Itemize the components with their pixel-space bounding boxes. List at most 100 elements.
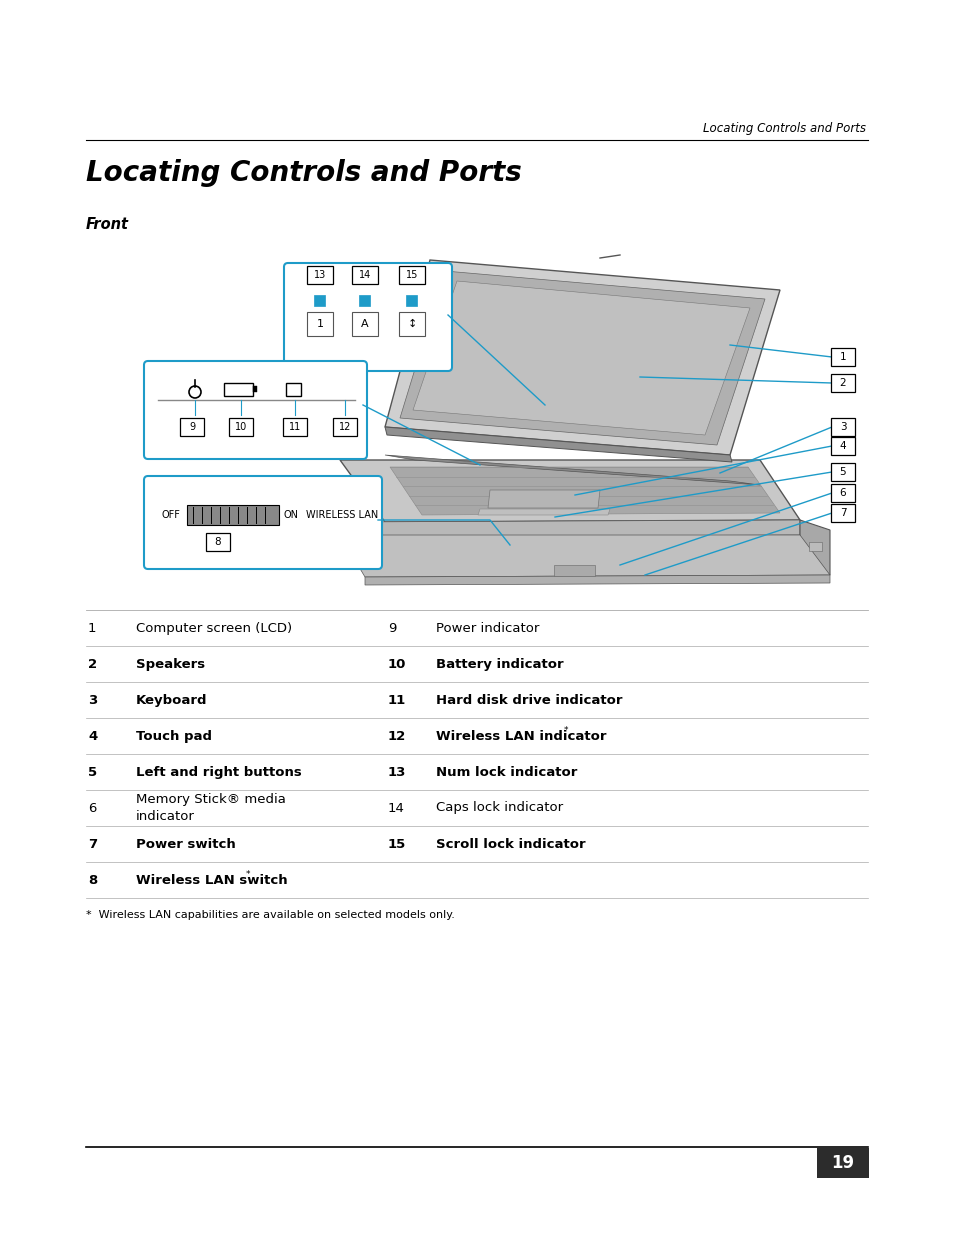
Text: indicator: indicator [136,810,194,824]
Text: OFF: OFF [162,510,181,520]
Text: 3: 3 [88,694,97,706]
Text: Wireless LAN switch: Wireless LAN switch [136,873,287,887]
Text: Wireless LAN indicator: Wireless LAN indicator [436,730,606,742]
Text: Locating Controls and Ports: Locating Controls and Ports [702,122,865,135]
Text: 11: 11 [289,422,301,432]
FancyBboxPatch shape [830,463,854,480]
FancyBboxPatch shape [816,1149,868,1178]
Text: 13: 13 [388,766,406,778]
Text: ON: ON [284,510,298,520]
Text: ↕: ↕ [407,319,416,329]
Text: 5: 5 [839,467,845,477]
Text: Scroll lock indicator: Scroll lock indicator [436,837,585,851]
Text: 9: 9 [388,621,395,635]
FancyBboxPatch shape [830,504,854,522]
Text: Num lock indicator: Num lock indicator [436,766,577,778]
Text: Left and right buttons: Left and right buttons [136,766,301,778]
Text: 6: 6 [88,802,96,815]
Polygon shape [339,459,800,522]
FancyBboxPatch shape [284,263,452,370]
FancyBboxPatch shape [314,294,325,305]
Text: 10: 10 [388,657,406,671]
FancyBboxPatch shape [253,387,256,391]
Text: Caps lock indicator: Caps lock indicator [436,802,562,815]
FancyBboxPatch shape [144,475,381,569]
Text: 2: 2 [839,378,845,388]
Text: *: * [246,869,251,878]
FancyBboxPatch shape [830,348,854,366]
Text: 10: 10 [234,422,247,432]
Text: 1: 1 [88,621,96,635]
Text: 13: 13 [314,270,326,280]
FancyBboxPatch shape [307,312,333,336]
FancyBboxPatch shape [352,266,377,284]
FancyBboxPatch shape [333,417,356,436]
Text: 6: 6 [839,488,845,498]
Polygon shape [365,576,829,585]
Text: 1: 1 [316,319,323,329]
FancyBboxPatch shape [187,505,278,525]
FancyBboxPatch shape [398,266,424,284]
FancyBboxPatch shape [398,312,424,336]
Text: Front: Front [86,217,129,232]
Text: 19: 19 [831,1153,854,1172]
FancyBboxPatch shape [283,417,307,436]
Text: 15: 15 [405,270,417,280]
Polygon shape [339,520,800,537]
FancyBboxPatch shape [809,541,821,551]
FancyBboxPatch shape [229,417,253,436]
Text: 3: 3 [839,422,845,432]
FancyBboxPatch shape [830,374,854,391]
Text: Locating Controls and Ports: Locating Controls and Ports [86,159,521,186]
Text: Power switch: Power switch [136,837,235,851]
FancyBboxPatch shape [224,383,253,395]
FancyBboxPatch shape [206,534,230,551]
Polygon shape [800,520,829,576]
Text: 8: 8 [88,873,97,887]
Text: 12: 12 [338,422,351,432]
Text: WIRELESS LAN: WIRELESS LAN [306,510,377,520]
Text: Touch pad: Touch pad [136,730,212,742]
Text: 5: 5 [88,766,97,778]
FancyBboxPatch shape [359,294,370,305]
FancyBboxPatch shape [180,417,204,436]
Text: Hard disk drive indicator: Hard disk drive indicator [436,694,622,706]
Text: Power indicator: Power indicator [436,621,538,635]
FancyBboxPatch shape [554,564,595,576]
FancyBboxPatch shape [352,312,377,336]
Text: 1: 1 [839,352,845,362]
Text: *: * [563,725,567,735]
FancyBboxPatch shape [286,383,301,395]
Text: 11: 11 [388,694,406,706]
Text: 8: 8 [214,537,221,547]
Text: Speakers: Speakers [136,657,205,671]
Polygon shape [339,535,829,577]
Text: A: A [361,319,369,329]
Text: 4: 4 [88,730,97,742]
Text: 4: 4 [839,441,845,451]
Text: 9: 9 [189,422,194,432]
FancyBboxPatch shape [830,417,854,436]
Polygon shape [385,427,731,462]
Polygon shape [488,490,599,508]
Polygon shape [399,270,764,445]
Text: Battery indicator: Battery indicator [436,657,563,671]
Text: 14: 14 [388,802,404,815]
FancyBboxPatch shape [307,266,333,284]
Polygon shape [385,261,780,454]
Polygon shape [477,509,609,515]
Polygon shape [390,467,780,515]
Text: *  Wireless LAN capabilities are available on selected models only.: * Wireless LAN capabilities are availabl… [86,910,455,920]
Text: 7: 7 [88,837,97,851]
FancyBboxPatch shape [144,361,367,459]
Text: 14: 14 [358,270,371,280]
Text: Memory Stick® media: Memory Stick® media [136,794,286,806]
FancyBboxPatch shape [830,484,854,501]
FancyBboxPatch shape [406,294,417,305]
Text: Keyboard: Keyboard [136,694,208,706]
FancyBboxPatch shape [830,437,854,454]
Polygon shape [413,282,749,435]
Polygon shape [385,454,760,485]
Text: 2: 2 [88,657,97,671]
Text: 15: 15 [388,837,406,851]
